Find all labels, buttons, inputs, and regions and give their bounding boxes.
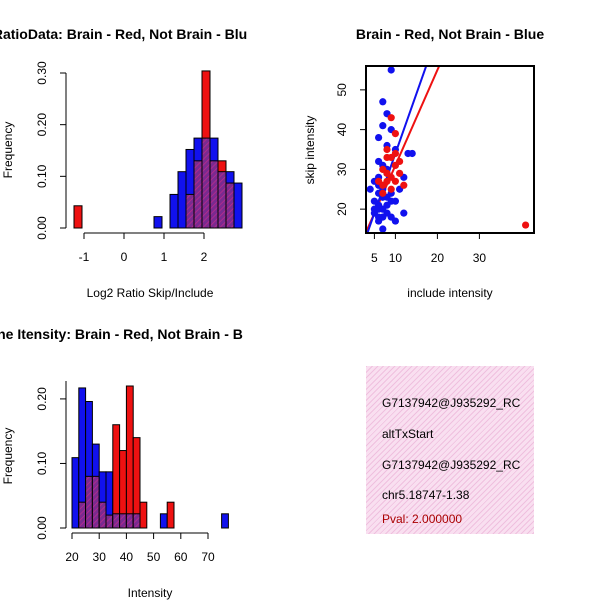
ratio-histogram-title: RatioData: Brain - Red, Not Brain - Blu <box>0 26 247 42</box>
histogram-overlap-bar <box>193 160 203 229</box>
scatter-point <box>379 98 387 106</box>
y-tick-label: 40 <box>335 123 349 137</box>
scatter-point <box>522 221 530 229</box>
histogram-overlap-bar <box>85 475 93 529</box>
intensity-histogram-title: ne Itensity: Brain - Red, Not Brain - B <box>0 326 243 342</box>
histogram-bar <box>71 457 80 529</box>
histogram-overlap-bar <box>119 513 127 529</box>
scatter-point <box>383 153 391 162</box>
x-tick-label: 10 <box>389 251 403 265</box>
scatter-point <box>366 185 374 193</box>
histogram-overlap-bar <box>112 513 121 529</box>
y-tick-label: 0.00 <box>35 516 49 540</box>
histogram-bar <box>139 501 148 529</box>
scatter-point <box>379 205 387 213</box>
x-tick-label: 30 <box>93 550 107 564</box>
scatter-point <box>396 157 404 166</box>
intensity-histogram: ne Itensity: Brain - Red, Not Brain - B … <box>0 326 243 600</box>
histogram-overlap-bar <box>201 137 211 229</box>
scatter-frame <box>365 65 535 234</box>
scatter-point <box>391 149 399 158</box>
intensity-scatter: Brain - Red, Not Brain - Blue 5 10 20 30 20… <box>303 26 544 300</box>
x-tick-label: 40 <box>120 550 134 564</box>
y-tick-label: 0.20 <box>35 387 49 411</box>
scatter-point <box>387 185 395 193</box>
x-tick-label: 5 <box>371 251 378 265</box>
scatter-point <box>379 189 387 197</box>
scatter-point <box>387 66 395 74</box>
histogram-bar <box>166 501 175 529</box>
scatter-title: Brain - Red, Not Brain - Blue <box>356 26 544 42</box>
scatter-point <box>391 129 399 138</box>
ratio-histogram: RatioData: Brain - Red, Not Brain - Blu … <box>0 26 247 300</box>
scatter-y-label: skip intensity <box>303 116 317 185</box>
x-tick-label: 20 <box>65 550 79 564</box>
scatter-point <box>379 122 387 130</box>
histogram-overlap-bar <box>132 513 141 529</box>
histogram-bar <box>177 171 187 229</box>
scatter-point <box>400 181 408 189</box>
event-coords: chr5.18747-1.38 <box>382 488 470 502</box>
ratio-x-label: Log2 Ratio Skip/Include <box>87 286 214 300</box>
scatter-point <box>383 145 391 154</box>
y-tick-label: 0.20 <box>35 113 49 137</box>
x-tick-label: 20 <box>431 251 445 265</box>
histogram-overlap-bar <box>225 182 235 229</box>
histogram-bar <box>125 385 134 529</box>
histogram-bar <box>169 193 179 229</box>
histogram-overlap-bar <box>91 475 100 529</box>
histogram-overlap-bar <box>217 171 227 229</box>
y-tick-label: 20 <box>335 202 349 216</box>
event-info-panel: G7137942@J935292_RC altTxStart G7137942@… <box>366 366 534 534</box>
x-tick-label: 2 <box>201 250 208 264</box>
scatter-point <box>391 217 399 225</box>
scatter-point <box>375 133 383 142</box>
y-tick-label: 30 <box>335 162 349 176</box>
event-id: G7137942@J935292_RC <box>382 396 521 410</box>
x-tick-label: 0 <box>121 250 128 264</box>
scatter-point <box>396 169 404 177</box>
histogram-bar <box>153 216 163 229</box>
x-tick-label: 50 <box>147 550 161 564</box>
x-tick-label: 30 <box>473 251 487 265</box>
intensity-y-label: Frequency <box>1 428 15 485</box>
y-tick-label: 0.00 <box>35 216 49 240</box>
histogram-overlap-bar <box>185 193 195 229</box>
event-type: altTxStart <box>382 427 434 441</box>
histogram-overlap-bar <box>78 501 87 529</box>
event-id-secondary: G7137942@J935292_RC <box>382 458 521 472</box>
histogram-bar <box>221 513 229 529</box>
y-tick-label: 0.30 <box>35 61 49 85</box>
scatter-point <box>383 169 391 177</box>
x-tick-label: 70 <box>201 550 215 564</box>
scatter-point <box>391 197 399 205</box>
y-tick-label: 0.10 <box>35 164 49 188</box>
scatter-point <box>400 209 408 217</box>
scatter-point <box>375 213 383 221</box>
histogram-bar <box>112 424 121 529</box>
event-pval: Pval: 2.000000 <box>382 512 463 526</box>
scatter-x-label: include intensity <box>407 286 492 300</box>
scatter-point <box>370 197 378 205</box>
scatter-point <box>387 114 395 122</box>
x-tick-label: -1 <box>79 250 90 264</box>
ratio-y-label: Frequency <box>1 122 15 179</box>
histogram-overlap-bar <box>209 160 219 229</box>
histogram-bar <box>233 182 243 229</box>
y-tick-label: 0.10 <box>35 451 49 475</box>
scatter-point <box>375 177 383 185</box>
histogram-overlap-bar <box>98 501 107 529</box>
scatter-point <box>379 225 387 233</box>
x-tick-label: 1 <box>161 250 168 264</box>
histogram-overlap-bar <box>125 513 134 529</box>
histogram-bar <box>159 513 168 529</box>
y-tick-label: 50 <box>335 83 349 97</box>
intensity-x-label: Intensity <box>128 586 173 600</box>
histogram-bar <box>73 205 83 229</box>
x-tick-label: 60 <box>174 550 188 564</box>
scatter-point <box>408 149 416 158</box>
histogram-overlap-bar <box>105 514 114 529</box>
